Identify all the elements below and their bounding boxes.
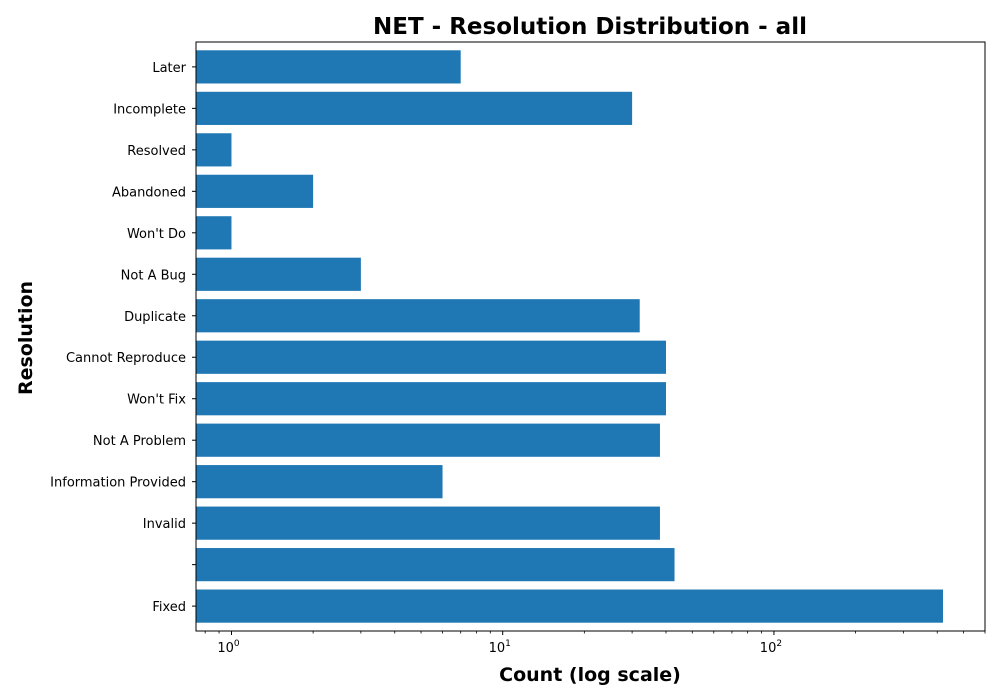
y-tick-label: Abandoned [112,185,186,200]
y-axis-label: Resolution [15,281,37,395]
y-tick-label: Not A Bug [121,268,186,283]
y-tick-label: Incomplete [113,102,186,117]
bar-duplicate [196,299,640,333]
bar-not-a-bug [196,257,361,291]
x-ticks: 100 101 102 [204,631,986,656]
y-tick-label: Won't Do [127,227,186,242]
bar-incomplete [196,91,633,125]
bar-fixed [196,589,943,623]
y-tick-label: Information Provided [50,476,186,491]
y-ticks: Fixed Invalid Information Provided Not A Pr… [50,61,196,615]
bar-cannot-reproduce [196,340,667,374]
bar-information-provided [196,465,443,499]
bar-resolved [196,133,232,167]
x-axis-label: Count (log scale) [499,664,681,686]
x-tick-label: 101 [489,639,511,656]
x-tick-label: 102 [760,639,782,656]
plot-area-frame [195,41,986,632]
bar-won-t-fix [196,382,667,416]
bar-unlabeled [196,548,675,582]
y-tick-label: Won't Fix [127,393,186,408]
y-tick-label: Cannot Reproduce [66,351,186,366]
bar-not-a-problem [196,423,660,457]
chart-title: NET - Resolution Distribution - all [373,14,807,40]
bar-invalid [196,506,660,540]
bars-layer [196,50,943,623]
y-tick-label: Later [152,61,186,76]
y-tick-label: Duplicate [124,310,186,325]
x-tick-label: 100 [217,639,240,656]
y-tick-label: Not A Problem [93,434,186,449]
y-tick-label: Resolved [127,144,186,159]
bar-later [196,50,461,84]
y-tick-label: Fixed [152,600,186,615]
bar-won-t-do [196,216,232,250]
bar-abandoned [196,174,314,208]
y-tick-label: Invalid [143,517,186,532]
